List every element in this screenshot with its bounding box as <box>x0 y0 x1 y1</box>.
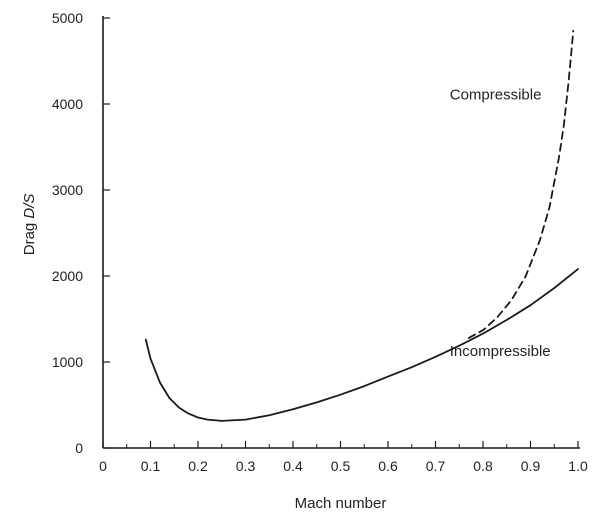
incompressible-curve <box>144 268 579 422</box>
x-tick-label: 1.0 <box>568 458 588 474</box>
x-tick-label: 0.3 <box>236 458 256 474</box>
axes <box>102 16 580 449</box>
x-tick-label: 0.2 <box>188 458 208 474</box>
annotation-compressible: Compressible <box>450 87 542 104</box>
x-tick-label: 0.5 <box>331 458 351 474</box>
series-layer <box>144 30 579 422</box>
y-axis-title-symbol: D/S <box>21 194 38 219</box>
x-axis-title: Mach number <box>295 495 387 512</box>
tick-marks <box>102 17 579 449</box>
x-tick-label: 0.4 <box>283 458 303 474</box>
y-tick-label: 3000 <box>52 182 83 198</box>
y-axis-title-main: Drag <box>21 219 38 256</box>
y-tick-label: 5000 <box>52 10 83 26</box>
y-axis-title: Drag D/S <box>21 194 38 256</box>
x-tick-label: 0.7 <box>426 458 446 474</box>
y-tick-label: 4000 <box>52 96 83 112</box>
x-tick-label: 0 <box>99 458 107 474</box>
tick-labels: 0 0.1 0.2 0.3 0.4 0.5 0.6 0.7 0.8 0.9 1.0 0 1000 2000… <box>52 10 588 474</box>
x-tick-label: 0.8 <box>473 458 493 474</box>
x-tick-label: 0.1 <box>141 458 161 474</box>
y-tick-label: 0 <box>75 440 83 456</box>
x-tick-label: 0.9 <box>521 458 541 474</box>
y-tick-label: 2000 <box>52 268 83 284</box>
annotation-layer: Compressible Incompressible <box>450 87 551 360</box>
compressible-curve <box>467 30 575 339</box>
y-tick-label: 1000 <box>52 354 83 370</box>
x-tick-label: 0.6 <box>378 458 398 474</box>
annotation-incompressible: Incompressible <box>450 343 551 360</box>
